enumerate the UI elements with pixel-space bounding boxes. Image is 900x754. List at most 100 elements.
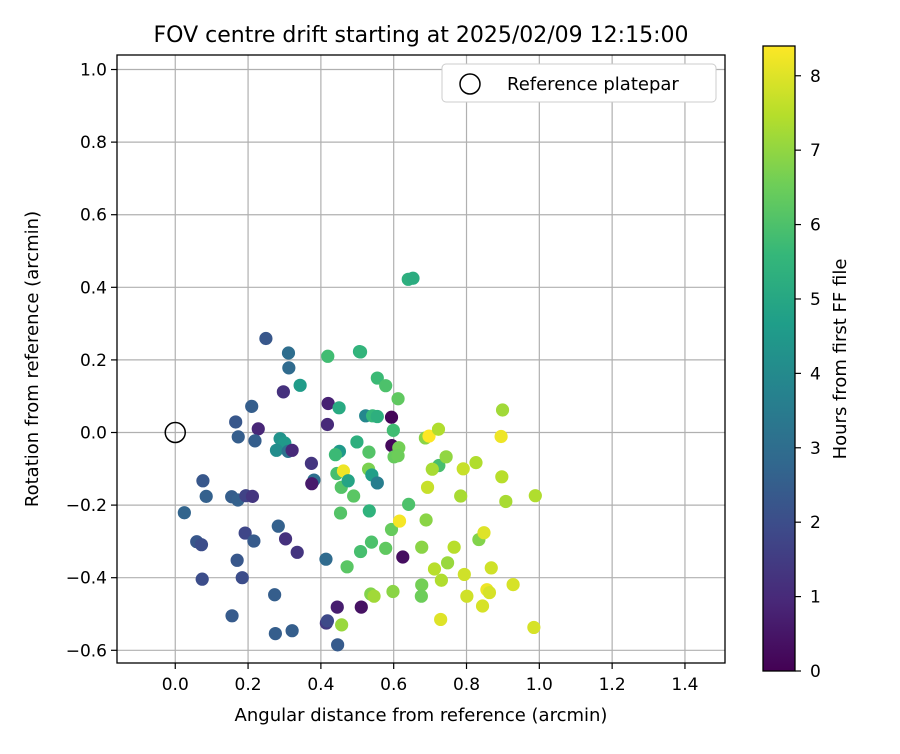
data-point (247, 534, 261, 548)
data-point (328, 448, 343, 462)
y-tick-label: 0.6 (80, 206, 107, 226)
y-axis-ticks: −0.6 −0.4 −0.2 0.0 0.2 0.4 0.6 0.8 1.0 (66, 61, 117, 661)
x-tick-label: 0.0 (162, 675, 189, 695)
x-tick-label: 0.2 (235, 675, 262, 695)
data-point (367, 589, 381, 603)
colorbar-label: Hours from first FF file (830, 259, 851, 460)
y-tick-label: 0.0 (80, 424, 107, 444)
data-point (414, 589, 428, 603)
data-point (268, 588, 282, 602)
data-point (293, 378, 307, 392)
y-tick-label: −0.4 (66, 569, 107, 589)
data-point (362, 504, 376, 518)
data-point (475, 599, 490, 613)
colorbar-tick-label: 8 (810, 67, 821, 87)
data-point (370, 409, 384, 424)
x-tick-label: 0.6 (380, 675, 407, 695)
data-point (370, 371, 384, 385)
data-point (370, 476, 384, 490)
data-point (340, 560, 354, 574)
data-points (177, 271, 542, 652)
data-point (353, 544, 368, 559)
x-tick-label: 1.0 (526, 675, 553, 695)
y-tick-label: 0.4 (80, 278, 107, 298)
data-point (225, 609, 239, 623)
data-point (391, 392, 405, 406)
data-point (364, 535, 379, 549)
data-point (321, 349, 335, 363)
colorbar-tick-label: 7 (810, 141, 821, 161)
data-point (245, 489, 260, 503)
data-point (460, 589, 474, 603)
data-point (285, 624, 299, 638)
data-point (278, 532, 293, 546)
data-point (347, 489, 361, 503)
data-point (332, 401, 346, 415)
reference-point (164, 421, 187, 444)
data-point (304, 456, 319, 470)
data-point (320, 614, 335, 628)
data-point (506, 577, 520, 592)
chart-title: FOV centre drift starting at 2025/02/09 … (154, 23, 689, 48)
data-point (482, 585, 497, 600)
data-point (336, 464, 351, 478)
data-point (440, 556, 455, 570)
data-point (384, 522, 399, 537)
data-point (527, 620, 541, 635)
data-point (353, 345, 368, 359)
x-tick-label: 1.4 (671, 675, 698, 695)
data-point (392, 514, 407, 528)
colorbar: 0 1 2 3 4 5 6 7 8 Hours from first FF file (762, 45, 851, 682)
data-point (469, 456, 483, 470)
colorbar-tick-label: 2 (810, 513, 821, 533)
data-point (391, 449, 405, 463)
x-tick-label: 0.8 (453, 675, 480, 695)
colorbar-tick-label: 6 (810, 216, 821, 236)
data-point (396, 550, 410, 564)
data-point (251, 422, 265, 436)
data-point (422, 429, 436, 443)
data-point (333, 506, 348, 520)
data-point (354, 600, 368, 614)
data-point (269, 443, 284, 457)
data-point (384, 410, 399, 424)
data-point (235, 571, 249, 585)
data-point (319, 552, 333, 566)
x-tick-label: 0.4 (307, 675, 334, 695)
data-point (425, 462, 439, 476)
colorbar-tick-label: 3 (810, 439, 821, 459)
y-tick-label: −0.2 (66, 496, 107, 516)
data-point (427, 562, 442, 576)
data-point (431, 422, 446, 436)
data-point (477, 526, 491, 540)
data-point (268, 626, 282, 641)
colorbar-tick-label: 5 (810, 290, 821, 310)
data-point (406, 271, 420, 285)
legend: Reference platepar (441, 63, 717, 103)
data-point (305, 477, 319, 491)
x-tick-label: 1.2 (599, 675, 626, 695)
data-point (350, 435, 364, 449)
legend-label: Reference platepar (507, 74, 679, 95)
data-point (196, 474, 210, 488)
data-point (499, 494, 513, 509)
data-point (177, 506, 191, 520)
grid-lines (117, 55, 725, 663)
data-point (415, 540, 429, 554)
colorbar-tick-label: 0 (810, 662, 821, 682)
data-point (419, 513, 433, 527)
y-tick-label: 1.0 (80, 61, 107, 81)
reference-point-marker (164, 421, 187, 444)
data-point (362, 445, 376, 459)
data-point (434, 573, 448, 587)
data-point (199, 489, 213, 503)
data-point (281, 346, 296, 360)
data-point (230, 553, 244, 567)
data-point (229, 415, 243, 429)
data-point (528, 489, 542, 503)
data-point (195, 572, 209, 586)
data-point (379, 541, 393, 555)
legend-box (441, 63, 717, 103)
y-axis-label: Rotation from reference (arcmin) (22, 211, 43, 507)
